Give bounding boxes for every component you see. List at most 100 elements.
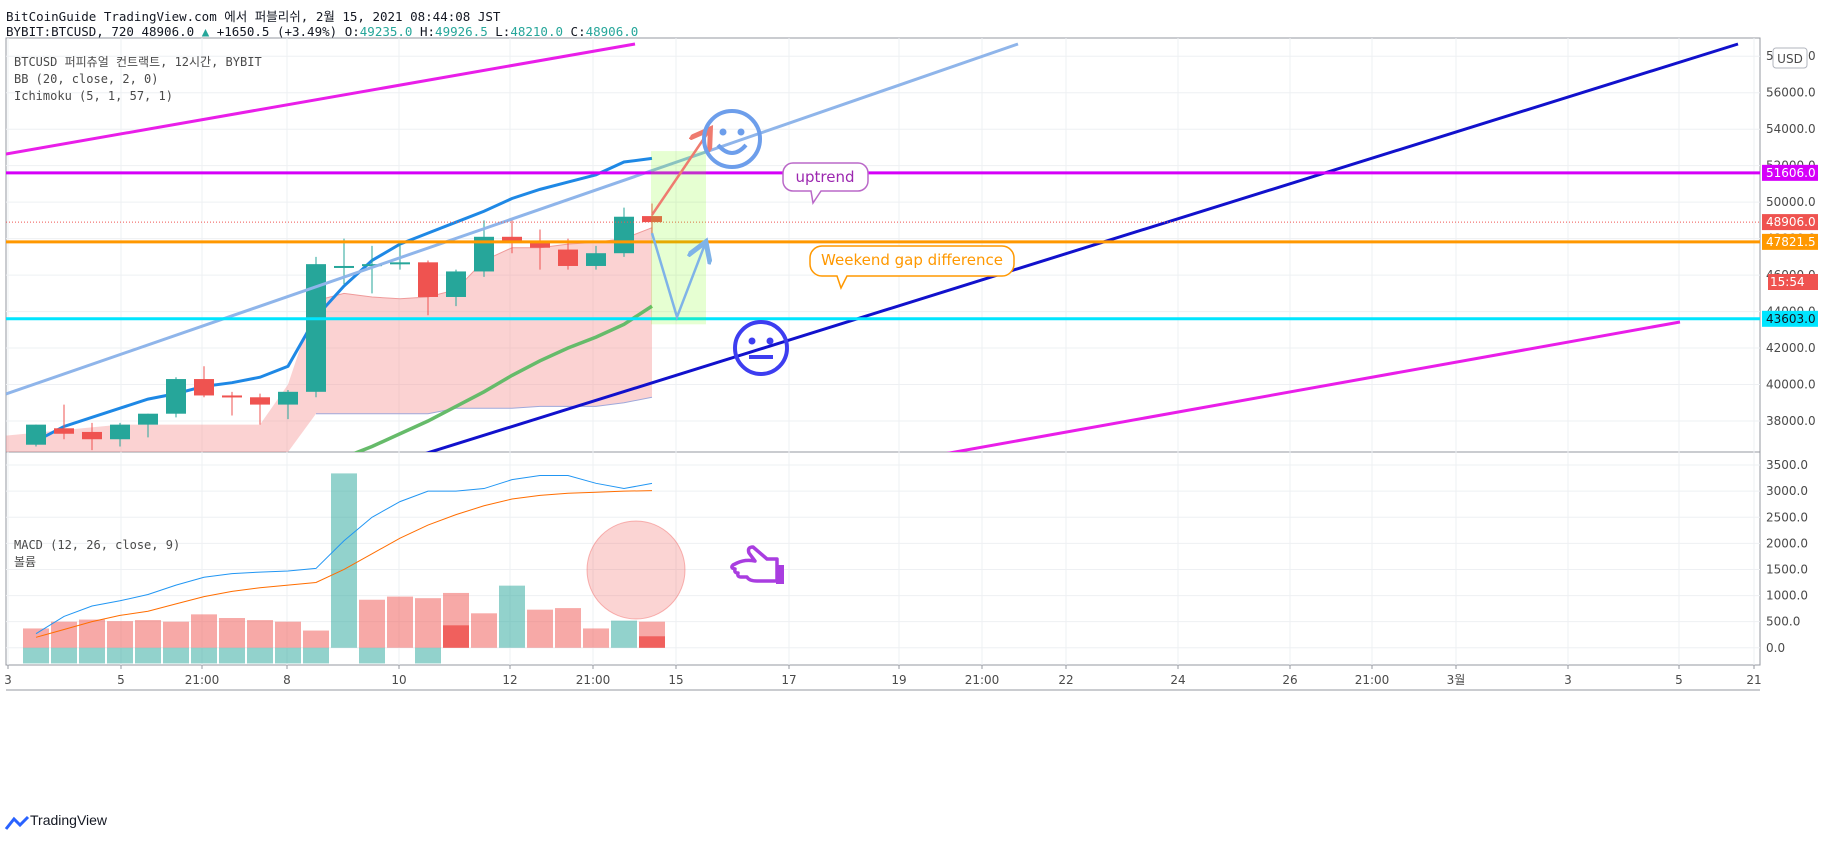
close-label: C: xyxy=(570,24,586,39)
weekend-gap-callout[interactable]: Weekend gap difference xyxy=(809,245,1015,290)
legend-symbol: BTCUSD 퍼피츄얼 컨트랙트, 12시간, BYBIT xyxy=(14,55,262,69)
x-tick-label: 3 xyxy=(1564,673,1572,687)
candle-body xyxy=(390,262,410,265)
macd-volume-pane[interactable] xyxy=(23,473,686,664)
macd-histogram-bar xyxy=(135,647,161,664)
legend-bb: BB (20, close, 2, 0) xyxy=(14,72,159,86)
volume-bar xyxy=(51,621,77,648)
macd-histogram-bar xyxy=(415,647,441,664)
low-value: 48210.0 xyxy=(510,24,564,39)
bullish-projection-arrow xyxy=(650,131,709,216)
uptrend-callout[interactable]: uptrend xyxy=(782,162,869,205)
resistance-trendline-magenta xyxy=(6,42,636,156)
candle-body xyxy=(474,236,494,272)
correction-projection-arrow xyxy=(650,232,705,321)
candle-body xyxy=(586,253,606,266)
macd-histogram-bar xyxy=(191,647,217,664)
volume-bar xyxy=(135,620,161,648)
symbol-price: BYBIT:BTCUSD, 720 48906.0 xyxy=(6,24,195,39)
candle-body xyxy=(82,431,102,440)
x-tick-label: 3 xyxy=(4,673,12,687)
macd-histogram-bar xyxy=(219,647,245,664)
macd-tick-label: 500.0 xyxy=(1766,615,1800,629)
x-tick-label: 5 xyxy=(1675,673,1683,687)
price-change: +1650.5 (+3.49%) xyxy=(216,24,338,39)
tradingview-footer[interactable]: TradingView xyxy=(30,812,108,828)
price-badge xyxy=(1762,164,1818,181)
tradingview-logo-icon xyxy=(4,815,30,830)
y-tick-label: 50000.0 xyxy=(1766,195,1816,209)
volume-bar xyxy=(359,599,385,648)
signal-line xyxy=(35,490,653,638)
high-label: H: xyxy=(419,24,436,39)
open-label: O: xyxy=(344,24,360,39)
price-badge xyxy=(1762,214,1818,231)
macd-histogram-bar xyxy=(107,647,133,664)
macd-histogram-bar xyxy=(163,647,189,664)
macd-histogram-bar xyxy=(275,647,301,664)
open-value: 49235.0 xyxy=(359,24,413,39)
macd-tick-label: 3000.0 xyxy=(1766,484,1808,498)
price-badge-label: 47821.5 xyxy=(1766,235,1816,249)
candle-body xyxy=(110,424,130,440)
macd-histogram-bar xyxy=(303,647,329,664)
up-arrow-icon: ▲ xyxy=(201,24,210,39)
candle-body xyxy=(166,379,186,414)
volume-bar xyxy=(471,613,497,648)
legend-volume: 볼륨 xyxy=(14,555,36,569)
candle-body xyxy=(530,242,550,248)
price-badge xyxy=(1762,233,1818,250)
y-tick-label: 54000.0 xyxy=(1766,122,1816,136)
x-tick-label: 21:00 xyxy=(1355,673,1390,687)
price-badge-label: 15:54 xyxy=(1770,275,1805,289)
pointing-hand-icon xyxy=(730,545,784,584)
candle-body xyxy=(446,271,466,297)
candle-body xyxy=(250,397,270,405)
candle-body xyxy=(222,395,242,398)
axes-layer: 3 5 21:00 8 10 12 21:00 15 17 19 21:00 22 24 26 21:00 3… xyxy=(4,49,1818,687)
ichimoku-cloud xyxy=(6,227,652,452)
macd-line xyxy=(35,474,653,635)
x-tick-label: 17 xyxy=(781,673,796,687)
candle-body xyxy=(306,264,326,392)
channel-trendline-lightblue xyxy=(6,42,1019,396)
y-tick-label: 42000.0 xyxy=(1766,341,1816,355)
y-tick-label: 38000.0 xyxy=(1766,414,1816,428)
macd-histogram-bar xyxy=(443,625,469,648)
currency-button[interactable] xyxy=(1772,47,1808,69)
volume-bar xyxy=(527,609,553,648)
x-tick-label: 21:00 xyxy=(965,673,1000,687)
volume-bar xyxy=(331,473,357,648)
macd-histogram-bar xyxy=(359,647,385,664)
macd-histogram-bar xyxy=(23,647,49,664)
drawings-layer xyxy=(6,42,1760,452)
price-pane[interactable] xyxy=(6,156,662,457)
candle-body xyxy=(558,249,578,266)
candle-body xyxy=(278,391,298,405)
x-tick-label: 10 xyxy=(391,673,406,687)
volume-bar xyxy=(611,620,637,648)
macd-histogram-bar xyxy=(247,647,273,664)
candle-body xyxy=(418,262,438,297)
price-badge-label: 51606.0 xyxy=(1766,166,1816,180)
candle-body xyxy=(54,428,74,434)
x-tick-label: 3월 xyxy=(1447,673,1466,687)
macd-histogram-bar xyxy=(51,647,77,664)
symbol-ohlc-line: BYBIT:BTCUSD, 720 48906.0 ▲ +1650.5 (+3.… xyxy=(6,24,638,39)
volume-bar xyxy=(415,598,441,648)
neutral-face-icon xyxy=(733,320,789,376)
x-tick-label: 5 xyxy=(117,673,125,687)
support-trendline-blue xyxy=(425,42,1739,452)
happy-face-icon xyxy=(702,109,762,169)
plot-frame xyxy=(5,37,1761,666)
candle-body xyxy=(614,216,634,254)
close-value: 48906.0 xyxy=(585,24,639,39)
volume-bar xyxy=(303,630,329,648)
price-badge xyxy=(1768,274,1818,290)
x-tick-label: 21:00 xyxy=(185,673,220,687)
macd-tick-label: 3500.0 xyxy=(1766,458,1808,472)
candle-body xyxy=(334,265,354,268)
y-tick-label: 40000.0 xyxy=(1766,378,1816,392)
volume-bar xyxy=(23,628,49,648)
